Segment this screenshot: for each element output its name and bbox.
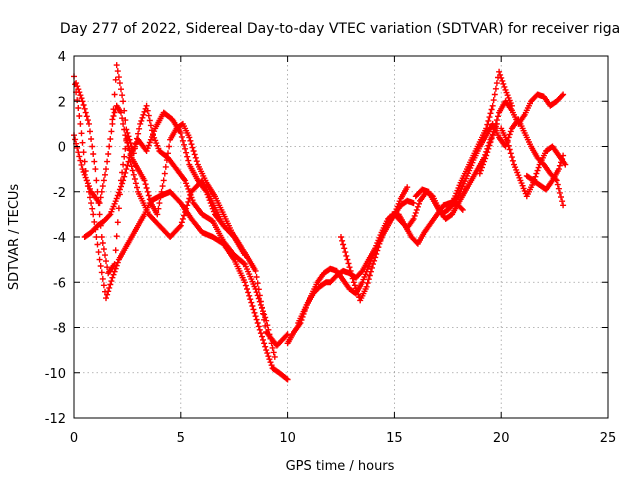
plus-point-marks bbox=[444, 116, 567, 213]
plus-point-marks bbox=[523, 152, 567, 193]
plus-point-marks bbox=[81, 109, 248, 259]
plus-point-marks bbox=[73, 80, 278, 360]
data-series bbox=[81, 109, 248, 259]
y-tick-label: -2 bbox=[53, 186, 66, 201]
axis-ticks bbox=[73, 55, 609, 419]
data-series bbox=[523, 152, 567, 193]
y-tick-label: -4 bbox=[53, 231, 66, 246]
chart-title: Day 277 of 2022, Sidereal Day-to-day VTE… bbox=[60, 21, 620, 37]
y-tick-label: -6 bbox=[53, 276, 66, 291]
data-series bbox=[476, 91, 567, 177]
data-series bbox=[444, 116, 567, 213]
x-tick-label: 5 bbox=[177, 431, 185, 446]
y-axis-tick-labels: 4 2 0 -2 -4 -6 -8 -10 -12 bbox=[45, 50, 66, 427]
plus-point-marks bbox=[476, 91, 567, 177]
y-axis-label: SDTVAR / TECUs bbox=[7, 184, 22, 291]
y-tick-label: -12 bbox=[45, 412, 66, 427]
plus-point-marks bbox=[109, 102, 244, 250]
data-series bbox=[109, 102, 244, 250]
y-tick-label: -8 bbox=[53, 322, 66, 337]
x-tick-label: 15 bbox=[386, 431, 403, 446]
data-series bbox=[498, 125, 569, 200]
y-tick-label: 4 bbox=[58, 50, 66, 65]
x-tick-label: 0 bbox=[70, 431, 78, 446]
x-axis-label: GPS time / hours bbox=[286, 459, 395, 474]
y-tick-label: -10 bbox=[45, 367, 66, 382]
y-tick-label: 0 bbox=[58, 141, 66, 156]
x-tick-label: 20 bbox=[493, 431, 510, 446]
data-series bbox=[73, 80, 278, 360]
x-axis-tick-labels: 0 5 10 15 20 25 bbox=[70, 431, 616, 446]
x-tick-label: 10 bbox=[279, 431, 296, 446]
plus-point-marks bbox=[498, 125, 569, 200]
x-tick-label: 25 bbox=[600, 431, 617, 446]
y-tick-label: 2 bbox=[58, 95, 66, 110]
